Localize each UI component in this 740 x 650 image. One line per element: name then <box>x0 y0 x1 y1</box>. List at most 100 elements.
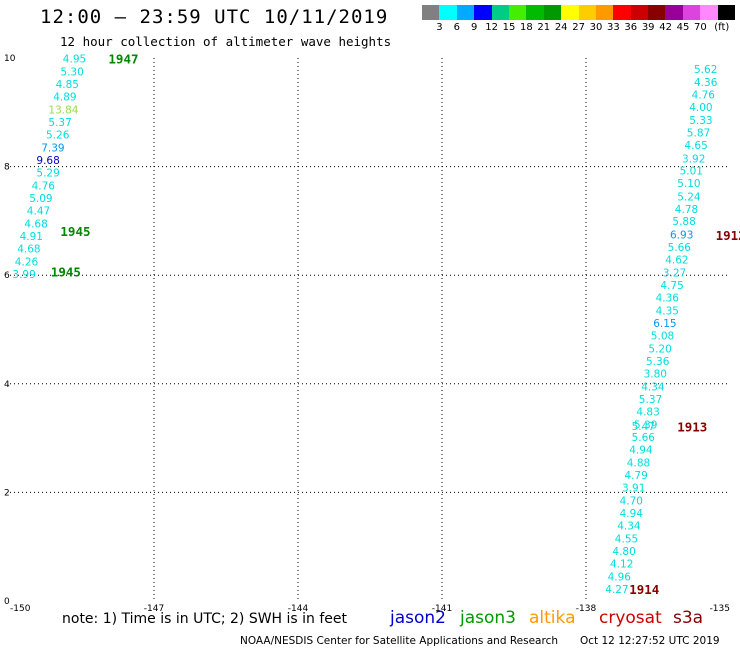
wave-height-point: 3.27 <box>663 267 686 279</box>
scale-swatch <box>526 5 544 20</box>
wave-height-point: 4.36 <box>694 77 718 89</box>
wave-height-point: 4.12 <box>610 558 633 570</box>
scale-swatch <box>700 5 718 20</box>
y-tick-label: 0 <box>4 597 10 607</box>
wave-height-point: 4.47 <box>27 205 50 217</box>
wave-height-point: 4.78 <box>675 204 698 216</box>
wave-height-point: 4.94 <box>620 508 644 520</box>
y-tick-label: 10 <box>4 54 16 64</box>
color-scale-bar <box>422 5 736 20</box>
wave-height-point: 5.10 <box>677 178 700 190</box>
wave-height-point: 5.24 <box>677 191 701 203</box>
wave-height-point: 5.87 <box>687 128 710 140</box>
time-label: 1945 <box>51 264 81 279</box>
wave-height-point: 4.94 <box>629 444 653 456</box>
scale-label: (ft) <box>714 22 730 33</box>
scale-swatch <box>508 5 527 20</box>
scale-label: 18 <box>520 22 533 33</box>
wave-height-point: 4.80 <box>612 546 635 558</box>
wave-height-point: 5.66 <box>632 432 656 444</box>
y-tick-label: 2 <box>4 488 10 498</box>
wave-height-point: 3.99 <box>12 269 35 281</box>
wave-height-point: 5.37 <box>48 117 71 129</box>
scale-label: 42 <box>659 22 672 33</box>
wave-height-point: 4.34 <box>617 520 641 532</box>
legend-s3a: s3a <box>673 608 704 628</box>
wave-height-point: 4.89 <box>53 91 76 103</box>
x-tick-label: -135 <box>710 604 730 614</box>
chart-title: 12:00 – 23:59 UTC 10/11/2019 <box>40 6 389 28</box>
wave-height-point: 4.36 <box>656 292 680 304</box>
scale-label: 6 <box>453 22 460 33</box>
scale-swatch <box>665 5 683 20</box>
y-tick-label: 8 <box>4 163 10 173</box>
wave-height-point: 4.91 <box>20 231 43 243</box>
x-tick-label: -141 <box>432 604 452 614</box>
scale-swatch <box>491 5 509 20</box>
time-label: 1913 <box>677 420 707 435</box>
time-label: 1914 <box>629 582 659 597</box>
wave-height-point: 4.75 <box>660 280 683 292</box>
wave-height-point: 3.91 <box>622 482 645 494</box>
wave-height-point: 13.84 <box>48 104 78 116</box>
wave-height-point: 4.85 <box>56 79 79 91</box>
wave-height-point: 5.39 <box>634 419 657 431</box>
wave-height-point: 5.01 <box>680 166 703 178</box>
scale-swatch <box>613 5 631 20</box>
legend-altika: altika <box>529 608 576 628</box>
scale-label: 24 <box>554 22 568 33</box>
scale-swatch <box>456 5 475 20</box>
generated-timestamp: Oct 12 12:27:52 UTC 2019 <box>580 635 720 647</box>
wave-height-point: 4.70 <box>620 495 643 507</box>
legend-cryosat: cryosat <box>599 608 662 628</box>
scale-label: 45 <box>676 22 690 33</box>
wave-height-point: 5.37 <box>639 394 662 406</box>
wave-height-point: 5.33 <box>689 115 712 127</box>
x-tick-label: -150 <box>10 604 31 614</box>
scale-swatch <box>595 5 614 20</box>
scale-label: 27 <box>572 22 585 33</box>
wave-height-point: 5.20 <box>648 343 671 355</box>
legend-jason2: jason2 <box>390 608 446 628</box>
wave-height-point: 4.79 <box>624 470 647 482</box>
wave-height-point: 6.15 <box>653 318 676 330</box>
wave-height-point: 4.35 <box>656 305 679 317</box>
scale-label: 30 <box>589 22 603 33</box>
scale-swatch <box>717 5 736 20</box>
wave-height-point: 4.76 <box>692 90 716 102</box>
wave-height-point: 4.83 <box>636 406 659 418</box>
wave-height-point: 4.96 <box>608 571 632 583</box>
wave-height-point: 4.34 <box>641 381 665 393</box>
scale-label: 36 <box>624 22 638 33</box>
wave-height-point: 5.66 <box>668 242 692 254</box>
wave-height-point: 5.36 <box>646 356 670 368</box>
scale-label: 9 <box>471 22 478 33</box>
scale-swatch <box>439 5 457 20</box>
color-scale-labels: 3 6 9 12 15 18 21 24 27 30 33 36 39 42 45 70 (ft) <box>422 22 740 34</box>
wave-height-point: 6.93 <box>670 229 693 241</box>
y-tick-label: 6 <box>4 271 10 281</box>
wave-height-point: 4.26 <box>15 256 39 268</box>
wave-height-point: 4.76 <box>32 180 56 192</box>
wave-height-point: 4.68 <box>17 243 40 255</box>
x-tick-label: -147 <box>144 604 164 614</box>
wave-height-point: 4.27 <box>605 584 628 596</box>
wave-height-point: 5.08 <box>651 330 674 342</box>
scale-label: 15 <box>502 22 516 33</box>
scale-label: 33 <box>607 22 620 33</box>
wave-height-point: 5.47 <box>632 421 655 433</box>
wave-height-point: 7.39 <box>41 142 64 154</box>
scale-label: 39 <box>641 22 655 33</box>
scale-swatch <box>422 5 440 20</box>
scale-label: 3 <box>436 22 443 33</box>
credit-line: NOAA/NESDIS Center for Satellite Applica… <box>240 635 558 647</box>
legend-jason3: jason3 <box>460 608 516 628</box>
scale-label: 21 <box>537 22 551 33</box>
time-label: 1945 <box>60 224 90 239</box>
wave-height-point: 5.30 <box>60 66 83 78</box>
wave-height-point: 4.95 <box>63 53 86 65</box>
scale-label: 12 <box>485 22 498 33</box>
scale-swatch <box>630 5 649 20</box>
